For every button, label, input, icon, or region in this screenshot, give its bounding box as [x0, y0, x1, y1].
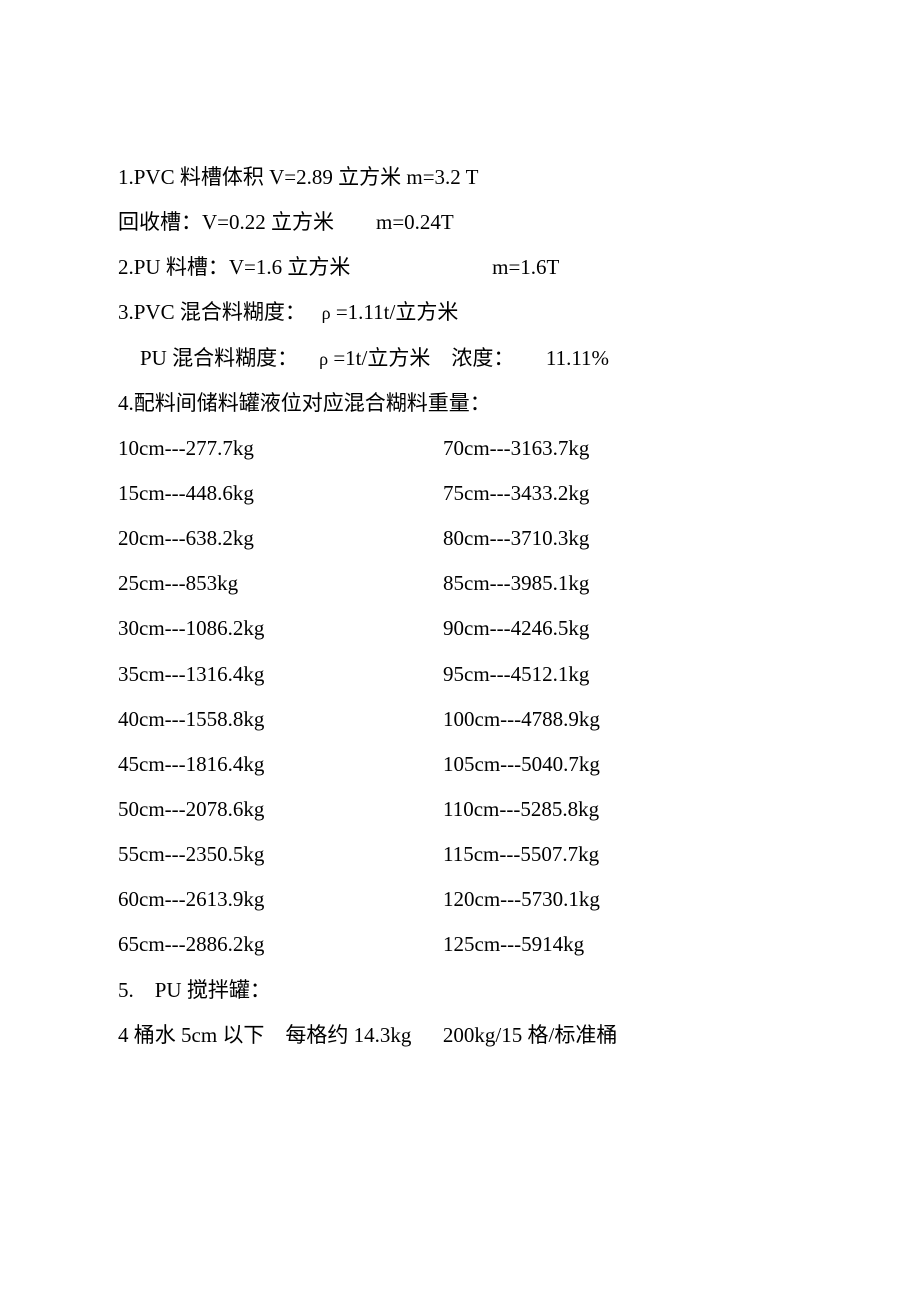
table-row: 105cm---5040.7kg: [443, 742, 802, 787]
table-row: 65cm---2886.2kg: [118, 922, 443, 967]
level-table-left-col: 10cm---277.7kg 15cm---448.6kg 20cm---638…: [118, 426, 443, 968]
table-row: 110cm---5285.8kg: [443, 787, 802, 832]
table-row: 115cm---5507.7kg: [443, 832, 802, 877]
rho-symbol: ρ: [322, 303, 331, 323]
line-6: 4.配料间储料罐液位对应混合糊料重量：: [118, 381, 802, 426]
table-row: 40cm---1558.8kg: [118, 697, 443, 742]
table-row: 20cm---638.2kg: [118, 516, 443, 561]
line-1: 1.PVC 料槽体积 V=2.89 立方米 m=3.2 T: [118, 155, 802, 200]
table-row: 60cm---2613.9kg: [118, 877, 443, 922]
line-4-a: 3.PVC 混合料糊度：: [118, 300, 322, 324]
level-table: 10cm---277.7kg 15cm---448.6kg 20cm---638…: [118, 426, 802, 968]
line-7: 5. PU 搅拌罐：: [118, 968, 802, 1013]
table-row: 15cm---448.6kg: [118, 471, 443, 516]
line-5: PU 混合料糊度： ρ =1t/立方米 浓度： 11.11%: [118, 336, 802, 381]
line-4: 3.PVC 混合料糊度： ρ =1.11t/立方米: [118, 290, 802, 335]
table-row: 125cm---5914kg: [443, 922, 802, 967]
level-table-right-col: 70cm---3163.7kg 75cm---3433.2kg 80cm---3…: [443, 426, 802, 968]
table-row: 10cm---277.7kg: [118, 426, 443, 471]
table-row: 45cm---1816.4kg: [118, 742, 443, 787]
table-row: 95cm---4512.1kg: [443, 652, 802, 697]
line-5-c: =1t/立方米 浓度： 11.11%: [328, 346, 609, 370]
table-row: 100cm---4788.9kg: [443, 697, 802, 742]
table-row: 80cm---3710.3kg: [443, 516, 802, 561]
line-3-left: 2.PU 料槽：V=1.6 立方米: [118, 255, 350, 279]
table-row: 70cm---3163.7kg: [443, 426, 802, 471]
line-2: 回收槽：V=0.22 立方米 m=0.24T: [118, 200, 802, 245]
rho-symbol-2: ρ: [319, 349, 328, 369]
table-row: 25cm---853kg: [118, 561, 443, 606]
line-3-right: m=1.6T: [492, 255, 559, 279]
line-4-c: =1.11t/立方米: [331, 300, 459, 324]
table-row: 90cm---4246.5kg: [443, 606, 802, 651]
table-row: 35cm---1316.4kg: [118, 652, 443, 697]
line-5-a: PU 混合料糊度：: [140, 346, 319, 370]
table-row: 30cm---1086.2kg: [118, 606, 443, 651]
line-8: 4 桶水 5cm 以下 每格约 14.3kg 200kg/15 格/标准桶: [118, 1013, 802, 1058]
table-row: 55cm---2350.5kg: [118, 832, 443, 877]
line-3: 2.PU 料槽：V=1.6 立方米 m=1.6T: [118, 245, 802, 290]
table-row: 75cm---3433.2kg: [443, 471, 802, 516]
table-row: 85cm---3985.1kg: [443, 561, 802, 606]
table-row: 50cm---2078.6kg: [118, 787, 443, 832]
table-row: 120cm---5730.1kg: [443, 877, 802, 922]
